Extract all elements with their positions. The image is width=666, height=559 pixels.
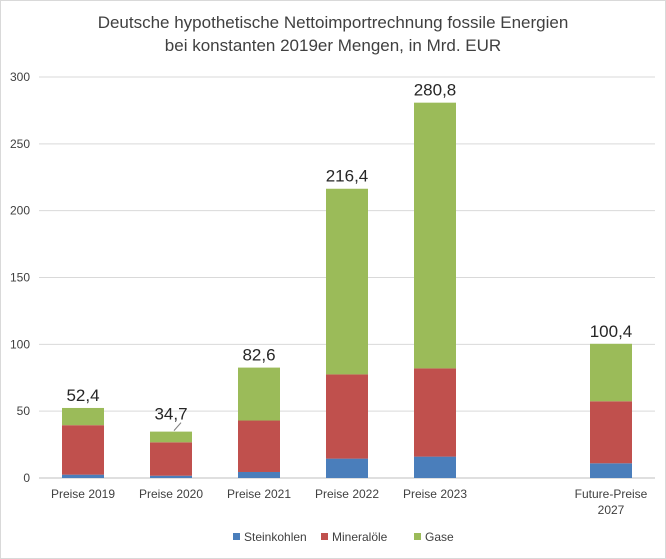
bar-segment [62, 407, 104, 426]
total-label: 82,6 [242, 346, 275, 365]
total-label: 100,4 [590, 322, 633, 341]
x-tick-label: Preise 2021 [227, 487, 291, 501]
bar-segment [150, 475, 192, 478]
legend-swatch [233, 533, 240, 540]
x-tick-label: Preise 2023 [403, 487, 467, 501]
y-tick-label: 150 [10, 271, 30, 285]
bar-segment [414, 102, 456, 369]
x-axis-ticks: Preise 2019 Preise 2020 Preise 2021 Preise … [51, 487, 648, 517]
y-tick-label: 100 [10, 337, 30, 351]
bar-segment [326, 188, 368, 375]
bar-segment [62, 474, 104, 478]
bar-segment [150, 431, 192, 443]
y-tick-label: 50 [17, 404, 31, 418]
legend: Steinkohlen Mineralöle Gase [233, 530, 454, 544]
legend-swatch [414, 533, 421, 540]
bar-segment [414, 368, 456, 457]
bar-segment [590, 401, 632, 464]
bar-segment [62, 425, 104, 475]
bar-segment [326, 458, 368, 478]
bars [62, 102, 632, 478]
callout-leader-line [173, 422, 182, 431]
total-labels: 52,4 34,7 82,6 216,4 280,8 100,4 [66, 81, 632, 431]
legend-label: Steinkohlen [244, 530, 307, 544]
bar-segment [326, 374, 368, 459]
chart-title-line-2: bei konstanten 2019er Mengen, in Mrd. EU… [165, 36, 501, 55]
bar-segment [150, 442, 192, 476]
bar-segment [590, 343, 632, 402]
legend-label: Mineralöle [332, 530, 388, 544]
x-tick-label: Preise 2020 [139, 487, 203, 501]
total-label: 280,8 [414, 81, 457, 100]
y-tick-label: 200 [10, 204, 30, 218]
y-tick-label: 250 [10, 137, 30, 151]
bar-segment [238, 367, 280, 421]
x-tick-label: Preise 2022 [315, 487, 379, 501]
x-tick-label: Preise 2019 [51, 487, 115, 501]
y-tick-label: 0 [23, 471, 30, 485]
legend-swatch [321, 533, 328, 540]
y-tick-label: 300 [10, 70, 30, 84]
total-label: 216,4 [326, 167, 369, 186]
bar-segment [238, 471, 280, 478]
chart-title-line-1: Deutsche hypothetische Nettoimportrechnu… [98, 13, 569, 32]
bar-segment [590, 463, 632, 478]
x-tick-label: 2027 [598, 503, 625, 517]
total-label: 34,7 [154, 405, 187, 424]
bar-segment [238, 420, 280, 472]
total-label: 52,4 [66, 386, 99, 405]
y-axis-ticks: 0 50 100 150 200 250 300 [10, 70, 30, 485]
x-tick-label: Future-Preise [575, 487, 648, 501]
bar-segment [414, 456, 456, 478]
legend-label: Gase [425, 530, 454, 544]
